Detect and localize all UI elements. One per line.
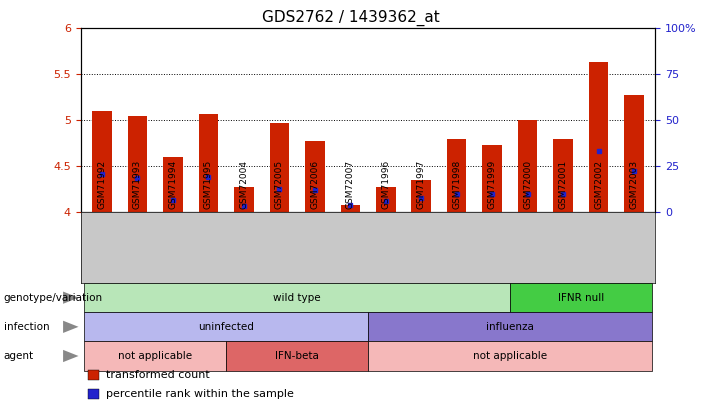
Bar	[341, 205, 360, 212]
Polygon shape	[63, 292, 79, 304]
Text: genotype/variation: genotype/variation	[4, 293, 102, 303]
Bar	[589, 62, 608, 212]
Text: IFN-beta: IFN-beta	[275, 351, 319, 361]
Text: IFNR null: IFNR null	[558, 293, 604, 303]
Bar	[553, 139, 573, 212]
Text: influenza: influenza	[486, 322, 534, 332]
Text: wild type: wild type	[273, 293, 321, 303]
Text: infection: infection	[4, 322, 49, 332]
Bar	[518, 120, 538, 212]
Text: transformed count: transformed count	[106, 370, 210, 379]
Bar	[376, 188, 395, 212]
Text: agent: agent	[4, 351, 34, 361]
Bar	[270, 123, 289, 212]
Bar	[198, 114, 218, 212]
Bar	[128, 116, 147, 212]
Bar	[625, 94, 644, 212]
Bar	[234, 188, 254, 212]
Bar	[92, 111, 111, 212]
Polygon shape	[63, 321, 79, 333]
Text: GDS2762 / 1439362_at: GDS2762 / 1439362_at	[261, 10, 440, 26]
Text: not applicable: not applicable	[473, 351, 547, 361]
Bar	[163, 157, 183, 212]
Text: uninfected: uninfected	[198, 322, 254, 332]
Text: not applicable: not applicable	[118, 351, 192, 361]
Bar	[411, 180, 431, 212]
Polygon shape	[63, 350, 79, 362]
Bar	[305, 141, 325, 212]
Bar	[447, 139, 466, 212]
Bar	[482, 145, 502, 212]
Text: percentile rank within the sample: percentile rank within the sample	[106, 389, 294, 399]
